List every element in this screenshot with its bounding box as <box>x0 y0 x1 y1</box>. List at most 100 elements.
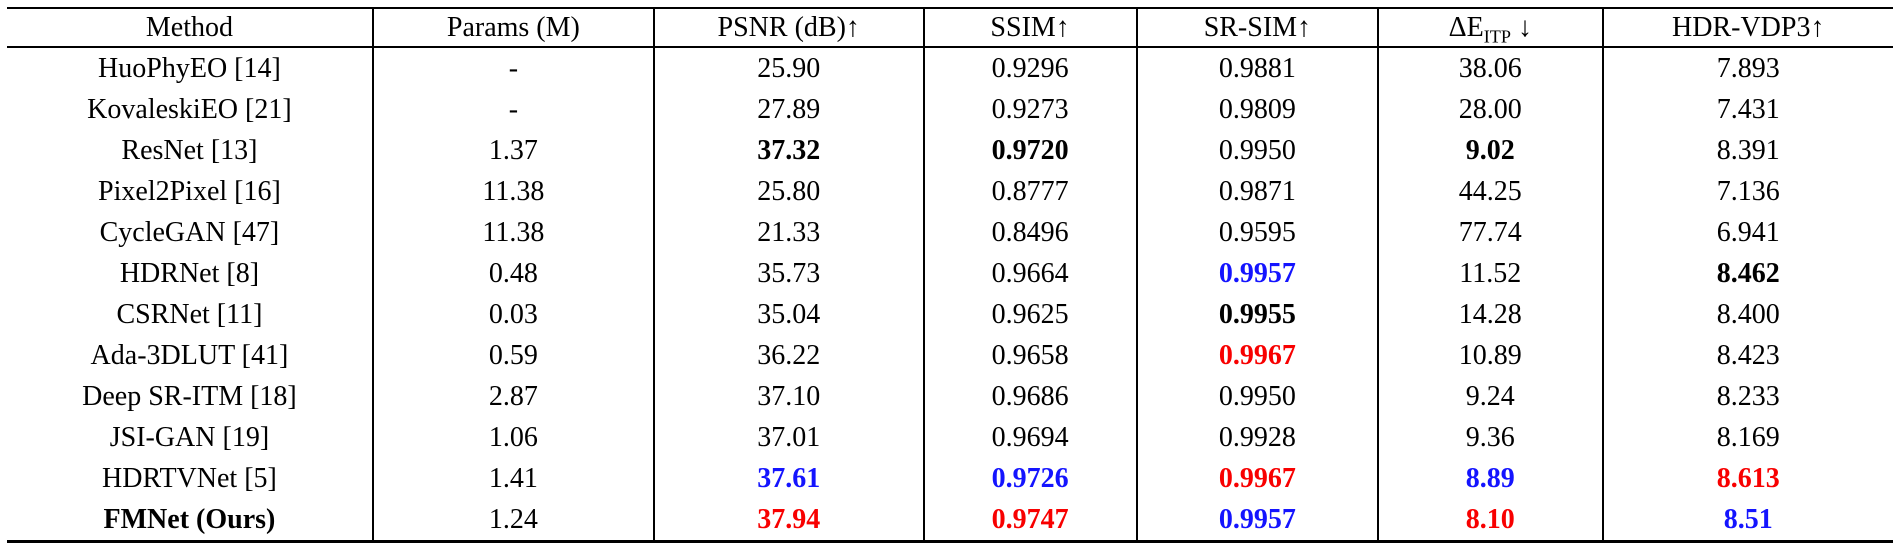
column-header: SSIM↑ <box>923 7 1138 48</box>
cell-value: 0.9967 <box>1136 335 1380 376</box>
cell-value: 7.893 <box>1716 52 1780 84</box>
cell-value: 9.02 <box>1378 130 1604 171</box>
table-row: Ada-3DLUT [41] 0.59 36.22 0.9658 0.9967 10.89… <box>7 335 1893 376</box>
cell-value: 11.52 <box>1378 253 1604 294</box>
cell-value: 0.9664 <box>923 253 1138 294</box>
cell-value: 11.38 <box>372 171 655 212</box>
table-row: CSRNet [11] 0.03 35.04 0.9625 0.9955 14.28 8.4… <box>7 294 1893 335</box>
cell-value: 0.9694 <box>923 417 1138 458</box>
cell-method: ResNet [13] <box>7 130 374 171</box>
cell-value: 37.61 <box>653 458 925 499</box>
cell-value: 36.22 <box>653 335 925 376</box>
header-row: Method Params (M) PSNR (dB)↑ SSIM↑ SR-SIM↑ ΔE… <box>7 7 1893 48</box>
cell-value: 0.9296 <box>923 47 1138 89</box>
cell-method: Ada-3DLUT [41] <box>7 335 374 376</box>
cell-value: 0.9881 <box>1136 47 1380 89</box>
cell-value: 8.89 <box>1378 458 1604 499</box>
results-table: Method Params (M) PSNR (dB)↑ SSIM↑ SR-SIM↑ ΔE… <box>7 7 1893 543</box>
cell-value: 8.391 <box>1716 134 1780 166</box>
cell-value: 0.9967 <box>1136 458 1380 499</box>
cell-value: 37.94 <box>653 499 925 543</box>
table-row: CycleGAN [47] 11.38 21.33 0.8496 0.9595 77.74… <box>7 212 1893 253</box>
table-row: HDRTVNet [5] 1.41 37.61 0.9726 0.9967 8.89 8.6… <box>7 458 1893 499</box>
cell-value: 1.06 <box>372 417 655 458</box>
cell-value: 0.9950 <box>1136 376 1380 417</box>
cell-value: 0.9928 <box>1136 417 1380 458</box>
cell-method: HuoPhyEO [14] <box>7 47 374 89</box>
cell-value: 0.9686 <box>923 376 1138 417</box>
cell-method: JSI-GAN [19] <box>7 417 374 458</box>
cell-value: 8.613 <box>1716 462 1780 494</box>
cell-value: 37.32 <box>653 130 925 171</box>
cell-value: 25.90 <box>653 47 925 89</box>
cell-value: 77.74 <box>1378 212 1604 253</box>
cell-value: 0.9957 <box>1136 499 1380 543</box>
table-body: HuoPhyEO [14] -25.90 0.9296 0.9881 38.06 7.89… <box>7 47 1893 543</box>
cell-value: 0.9809 <box>1136 89 1380 130</box>
cell-value: 0.9871 <box>1136 171 1380 212</box>
cell-value: 8.51 <box>1602 499 1893 543</box>
cell-value: 8.462 <box>1716 257 1780 289</box>
cell-method: KovaleskiEO [21] <box>7 89 374 130</box>
table-row: JSI-GAN [19] 1.06 37.01 0.9694 0.9928 9.36 8.1… <box>7 417 1893 458</box>
cell-value: 0.03 <box>372 294 655 335</box>
cell-value: 1.41 <box>372 458 655 499</box>
cell-value: 9.24 <box>1378 376 1604 417</box>
cell-value: 25.80 <box>653 171 925 212</box>
table-row: Deep SR-ITM [18] 2.87 37.10 0.9686 0.9950 9.2… <box>7 376 1893 417</box>
cell-value: 0.9950 <box>1136 130 1380 171</box>
cell-value: 38.06 <box>1378 47 1604 89</box>
cell-value: 8.423 <box>1716 339 1780 371</box>
cell-value: 0.8777 <box>923 171 1138 212</box>
table-row: Pixel2Pixel [16] 11.38 25.80 0.8777 0.9871 44… <box>7 171 1893 212</box>
cell-value: 0.9747 <box>923 499 1138 543</box>
table-row: FMNet (Ours) 1.24 37.94 0.9747 0.9957 8.10 8.5… <box>7 499 1893 543</box>
cell-method: CycleGAN [47] <box>7 212 374 253</box>
cell-value: 0.48 <box>372 253 655 294</box>
cell-value: 10.89 <box>1378 335 1604 376</box>
column-header: SR-SIM↑ <box>1136 7 1380 48</box>
cell-method: CSRNet [11] <box>7 294 374 335</box>
cell-value: 7.431 <box>1716 93 1780 125</box>
cell-value: 0.9957 <box>1136 253 1380 294</box>
cell-value: 0.9273 <box>923 89 1138 130</box>
cell-value: 8.233 <box>1716 380 1780 412</box>
cell-value: 35.73 <box>653 253 925 294</box>
table-row: ResNet [13] 1.37 37.32 0.9720 0.9950 9.02 8.39… <box>7 130 1893 171</box>
cell-value: - <box>372 47 655 89</box>
cell-method: Pixel2Pixel [16] <box>7 171 374 212</box>
cell-method: HDRNet [8] <box>7 253 374 294</box>
cell-value: 27.89 <box>653 89 925 130</box>
table-row: KovaleskiEO [21] -27.89 0.9273 0.9809 28.00 7… <box>7 89 1893 130</box>
column-header: HDR-VDP3↑ <box>1602 7 1893 48</box>
cell-value: 7.136 <box>1716 175 1780 207</box>
column-header: Method <box>7 7 374 48</box>
column-header: Params (M) <box>372 7 655 48</box>
cell-value: 21.33 <box>653 212 925 253</box>
cell-method: HDRTVNet [5] <box>7 458 374 499</box>
column-header: ΔEITP ↓ <box>1378 7 1604 48</box>
cell-value: 9.36 <box>1378 417 1604 458</box>
cell-value: - <box>372 89 655 130</box>
cell-value: 0.8496 <box>923 212 1138 253</box>
cell-value: 35.04 <box>653 294 925 335</box>
cell-value: 8.10 <box>1378 499 1604 543</box>
cell-value: 8.169 <box>1716 421 1780 453</box>
cell-method: Deep SR-ITM [18] <box>7 376 374 417</box>
cell-method: FMNet (Ours) <box>7 499 374 543</box>
cell-value: 0.9625 <box>923 294 1138 335</box>
cell-value: 1.24 <box>372 499 655 543</box>
column-header: PSNR (dB)↑ <box>653 7 925 48</box>
table-row: HDRNet [8] 0.48 35.73 0.9664 0.9957 11.52 8.46… <box>7 253 1893 294</box>
cell-value: 1.37 <box>372 130 655 171</box>
cell-value: 44.25 <box>1378 171 1604 212</box>
cell-value: 14.28 <box>1378 294 1604 335</box>
cell-value: 0.9955 <box>1136 294 1380 335</box>
cell-value: 0.59 <box>372 335 655 376</box>
cell-value: 37.10 <box>653 376 925 417</box>
cell-value: 0.9726 <box>923 458 1138 499</box>
cell-value: 37.01 <box>653 417 925 458</box>
cell-value: 11.38 <box>372 212 655 253</box>
table-row: HuoPhyEO [14] -25.90 0.9296 0.9881 38.06 7.89… <box>7 47 1893 89</box>
